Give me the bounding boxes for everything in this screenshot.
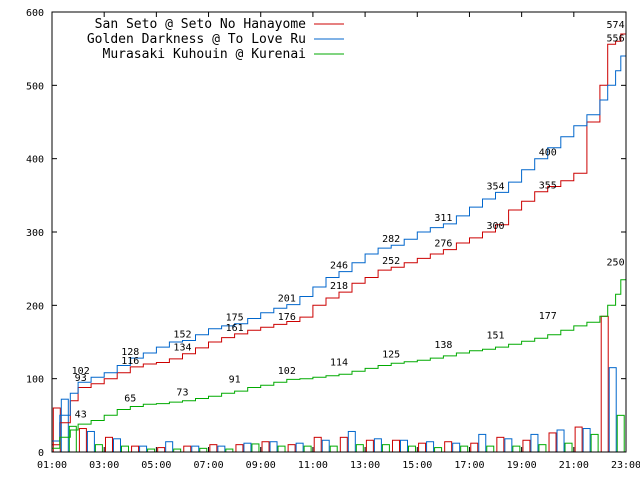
- data-label: 134: [173, 343, 191, 354]
- data-label: 152: [173, 330, 191, 341]
- legend-label: Golden Darkness @ To Love Ru: [87, 32, 306, 47]
- x-tick-label: 09:00: [246, 460, 276, 471]
- data-label: 116: [121, 356, 139, 367]
- data-label: 400: [539, 148, 557, 159]
- data-label: 250: [607, 258, 625, 269]
- data-label: 65: [124, 393, 136, 404]
- y-tick-label: 400: [26, 155, 44, 166]
- x-tick-label: 03:00: [89, 460, 119, 471]
- series-line: [52, 31, 627, 446]
- y-tick-label: 300: [26, 228, 44, 239]
- data-label: 91: [229, 374, 241, 385]
- x-axis-ticks: 01:00 03:00 05:00 07:00 09:00 11:00 13:00 15:00…: [37, 12, 640, 471]
- data-label: 128: [121, 347, 139, 358]
- x-tick-label: 15:00: [402, 460, 432, 471]
- y-tick-label: 600: [26, 8, 44, 19]
- x-tick-label: 13:00: [350, 460, 380, 471]
- series-line: [52, 268, 627, 449]
- data-label: 93: [75, 373, 87, 384]
- data-label: 151: [487, 330, 505, 341]
- data-labels: 93 116 134 161 176 218 252 276 300 355 574 102 128 15…: [72, 20, 625, 420]
- data-label: 102: [72, 366, 90, 377]
- y-tick-label: 500: [26, 81, 44, 92]
- data-label: 73: [176, 387, 188, 398]
- data-label: 282: [382, 234, 400, 245]
- data-label: 125: [382, 349, 400, 360]
- data-label: 177: [539, 311, 557, 322]
- data-label: 176: [278, 312, 296, 323]
- data-label: 556: [607, 33, 625, 44]
- data-label: 574: [607, 20, 625, 31]
- data-label: 43: [75, 409, 87, 420]
- x-tick-label: 07:00: [193, 460, 223, 471]
- x-tick-label: 11:00: [298, 460, 328, 471]
- x-tick-label: 17:00: [454, 460, 484, 471]
- x-tick-label: 21:00: [559, 460, 589, 471]
- data-label: 201: [278, 294, 296, 305]
- y-tick-label: 200: [26, 301, 44, 312]
- data-label: 218: [330, 281, 348, 292]
- data-label: 114: [330, 357, 348, 368]
- x-tick-label: 05:00: [141, 460, 171, 471]
- x-tick-label: 01:00: [37, 460, 67, 471]
- x-tick-label: 19:00: [507, 460, 537, 471]
- data-label: 355: [539, 181, 557, 192]
- data-label: 161: [226, 323, 244, 334]
- data-label: 311: [434, 213, 452, 224]
- series-lines: [52, 31, 627, 449]
- data-label: 300: [487, 221, 505, 232]
- data-label: 138: [434, 340, 452, 351]
- legend-label: Murasaki Kuhouin @ Kurenai: [103, 47, 307, 62]
- series-line: [52, 44, 627, 442]
- data-label: 276: [434, 239, 452, 250]
- data-label: 252: [382, 256, 400, 267]
- data-label: 246: [330, 261, 348, 272]
- legend-label: San Seto @ Seto No Hanayome: [95, 17, 306, 32]
- x-tick-label: 23:00: [611, 460, 640, 471]
- data-label: 354: [487, 181, 505, 192]
- y-tick-label: 100: [26, 375, 44, 386]
- y-axis-ticks: 0 100 200 300 400 500 600: [26, 8, 626, 459]
- data-label: 175: [226, 313, 244, 324]
- data-label: 102: [278, 366, 296, 377]
- y-tick-label: 0: [38, 448, 44, 459]
